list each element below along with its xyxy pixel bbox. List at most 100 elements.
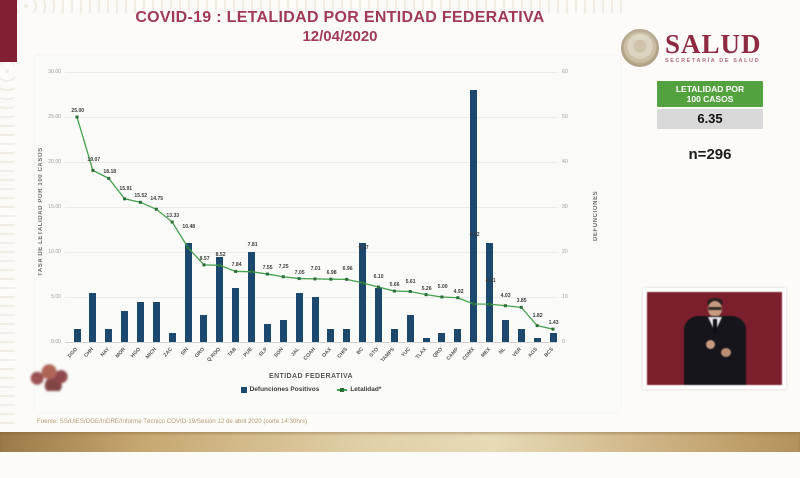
y-axis-tick-left: 30.00 — [48, 68, 61, 75]
letalidad-value-label: 4.92 — [453, 289, 464, 295]
chart-panel: 30.00 25.00 20.00 15.00 10.00 5.00 0.00 60 50 40 3… — [35, 56, 620, 412]
letalidad-badge-title-line1: LETALIDAD POR — [675, 84, 745, 94]
x-axis-label: JAL — [290, 347, 301, 358]
letalidad-value-label: 1.82 — [532, 313, 543, 319]
x-axis-label: COAH — [302, 347, 317, 362]
x-axis-label: Q ROO — [206, 347, 222, 364]
x-axis-label: MOR — [114, 347, 127, 360]
letalidad-value-label: 18.18 — [103, 169, 116, 175]
gridline — [65, 207, 557, 208]
bar-defunciones — [311, 297, 319, 342]
bar-defunciones — [359, 243, 367, 342]
bar-defunciones — [232, 288, 240, 342]
x-axis-label: VER — [512, 347, 524, 359]
bar-defunciones — [248, 252, 256, 342]
bar-defunciones — [121, 310, 129, 342]
chart-legend: Defunciones Positivos Letalidad* — [111, 386, 511, 393]
y-axis-tick-left: 15.00 — [48, 203, 61, 210]
y-axis-tick-right: 50 — [562, 113, 568, 120]
letalidad-value-label: 4.03 — [501, 293, 511, 299]
letalidad-point-marker — [91, 168, 95, 172]
letalidad-badge-title: LETALIDAD POR 100 CASOS — [657, 81, 763, 108]
x-axis-label: CDMX — [461, 347, 476, 362]
letalidad-point-marker — [329, 277, 333, 281]
letalidad-value-label: 10.48 — [182, 224, 196, 230]
bar-defunciones — [279, 319, 287, 342]
bar-defunciones — [343, 328, 351, 342]
letalidad-value-label: 19.07 — [87, 157, 100, 163]
letalidad-value-label: 7.05 — [294, 269, 305, 276]
salud-wordmark-box: SALUD SECRETARÍA DE SALUD — [665, 31, 762, 65]
legend-label-defunciones: Defunciones Positivos — [249, 386, 320, 393]
letalidad-point-marker — [424, 293, 428, 297]
bar-defunciones — [105, 328, 113, 342]
letalidad-badge-title-line2: 100 CASOS — [686, 94, 734, 105]
letalidad-point-marker — [170, 220, 174, 224]
page-title-date: 12/04/2020 — [302, 28, 378, 45]
interpreter-glasses — [708, 307, 721, 310]
x-axis-label: ZAC — [163, 347, 174, 359]
gridline — [65, 252, 557, 253]
letalidad-value-label: 4.21 — [485, 278, 496, 284]
sign-language-interpreter-video — [643, 288, 786, 389]
bar-defunciones — [406, 315, 414, 342]
x-axis-label: NL — [498, 347, 508, 356]
letalidad-point-marker — [234, 269, 238, 273]
bar-defunciones — [454, 328, 462, 342]
letalidad-line — [75, 115, 555, 331]
bar-defunciones — [184, 243, 192, 342]
source-footnote: Fuente: SS/UIES/DGE/InDRE/Informe Técnic… — [37, 418, 308, 425]
x-axis-label: TAMPS — [380, 347, 397, 364]
y-axis-tick-right: 60 — [562, 68, 568, 75]
letalidad-value-label: 7.01 — [310, 266, 321, 272]
x-axis-label: YUC — [400, 347, 412, 359]
bar-defunciones — [200, 315, 208, 342]
x-axis-label: PUE — [242, 347, 254, 359]
gridline — [65, 297, 557, 298]
x-axis-label: QRO — [432, 347, 444, 360]
x-axis-label: MEX — [480, 347, 492, 359]
gridline — [65, 162, 557, 163]
bar-defunciones — [168, 333, 176, 342]
letalidad-point-marker — [472, 302, 476, 306]
letalidad-value-label: 7.81 — [247, 242, 258, 248]
line-swatch-icon — [337, 387, 348, 392]
bar-defunciones — [295, 292, 303, 342]
x-axis-label: CHIS — [336, 347, 349, 360]
y-axis-tick-right: 10 — [562, 293, 568, 300]
x-axis-label: TAB — [226, 347, 238, 358]
letalidad-value-label: 6.57 — [358, 245, 369, 251]
bar-defunciones — [501, 319, 509, 342]
bar-defunciones — [263, 324, 271, 342]
salud-wordmark: SALUD — [665, 29, 762, 60]
plot-area: 30.00 25.00 20.00 15.00 10.00 5.00 0.00 60 50 40 3… — [35, 56, 620, 412]
interpreter-tie — [712, 319, 717, 334]
bar-defunciones — [374, 288, 382, 342]
eagle-seal-icon — [621, 29, 659, 67]
letalidad-point-marker — [138, 200, 142, 204]
letalidad-value-label: 5.61 — [405, 278, 416, 285]
y-axis-tick-left: 0.00 — [51, 338, 61, 345]
letalidad-point-marker — [519, 305, 523, 309]
interpreter-hand-left — [706, 340, 716, 349]
gridline — [65, 342, 557, 343]
bar-defunciones — [216, 256, 224, 342]
y-axis-tick-right: 30 — [562, 203, 568, 210]
gridline — [65, 117, 557, 118]
letalidad-value-label: 4.22 — [469, 232, 480, 238]
bar-defunciones — [517, 328, 525, 342]
x-axis-label: HGO — [130, 347, 143, 360]
letalidad-value-label: 6.96 — [342, 266, 353, 272]
letalidad-point-marker — [313, 277, 317, 281]
letalidad-value-label: 15.52 — [134, 193, 148, 199]
y-axis-tick-left: 10.00 — [48, 248, 61, 255]
legend-item-defunciones: Defunciones Positivos — [240, 386, 320, 393]
x-axis-label: SIN — [180, 347, 190, 357]
y-axis-tick-left: 5.00 — [51, 293, 61, 300]
bar-defunciones — [486, 243, 494, 342]
letalidad-badge: LETALIDAD POR 100 CASOS 6.35 — [657, 81, 763, 130]
x-axis-label: AGS — [527, 347, 539, 359]
letalidad-point-marker — [202, 263, 206, 267]
letalidad-point-marker — [488, 302, 492, 306]
letalidad-value-label: 6.98 — [326, 270, 337, 276]
